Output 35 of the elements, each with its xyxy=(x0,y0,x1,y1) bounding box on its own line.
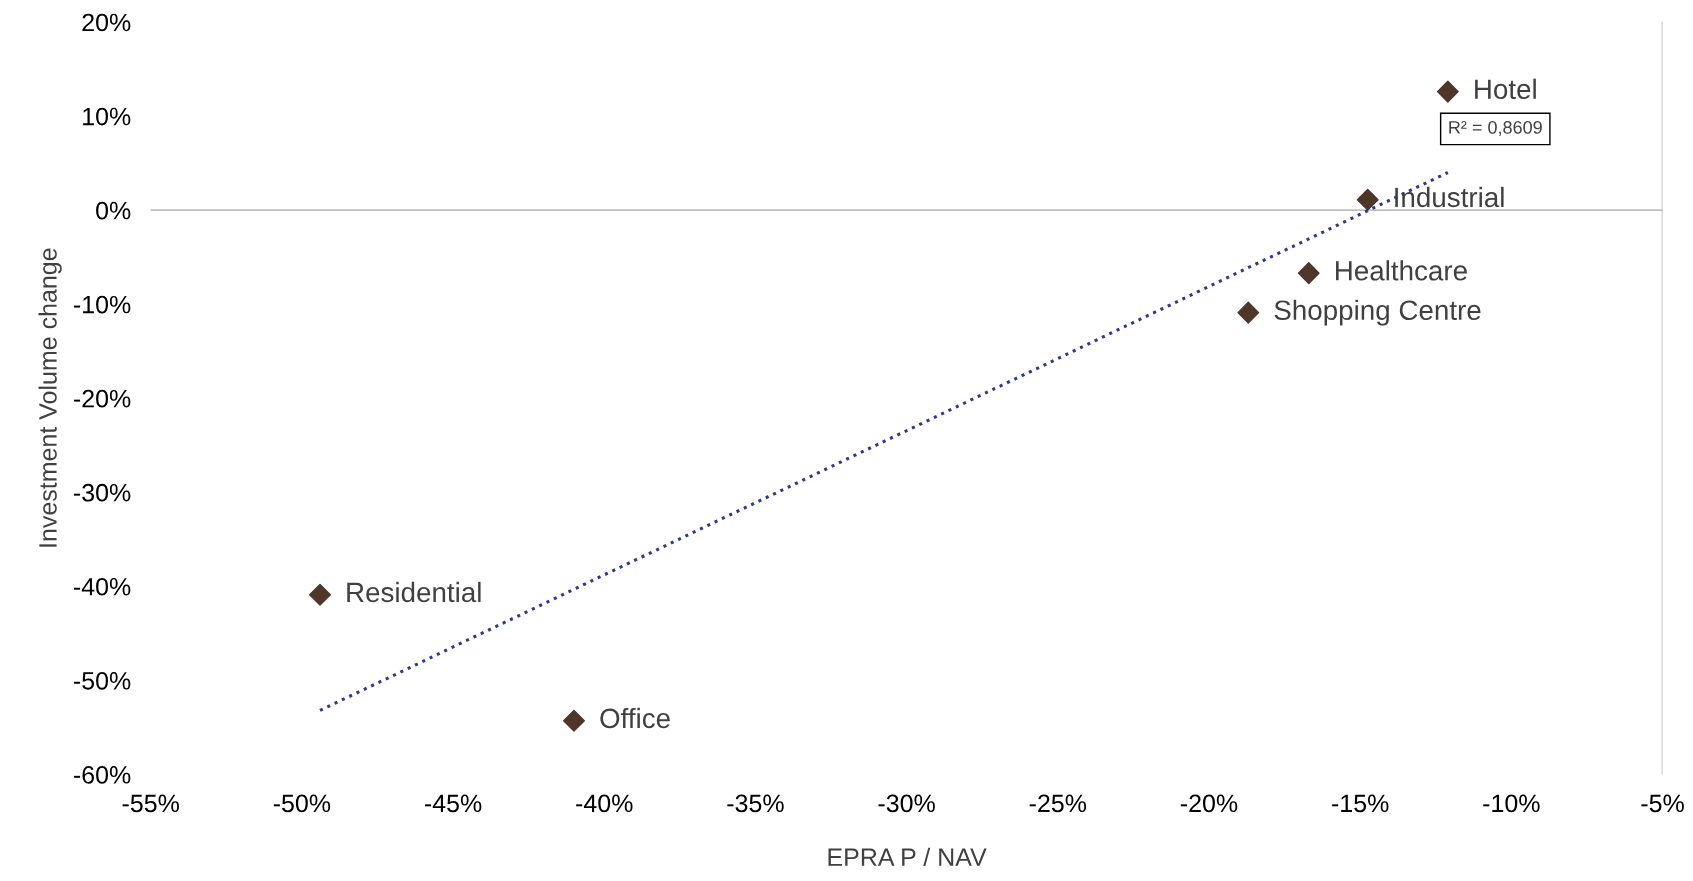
annotation: Residential xyxy=(347,581,481,603)
point xyxy=(1297,262,1320,285)
annotation: Industrial xyxy=(1395,186,1504,208)
annotation: Healthcare xyxy=(1336,260,1467,281)
annotation: Shopping Centre xyxy=(1274,299,1481,326)
y-axis-title: Investment Volume change xyxy=(38,248,62,547)
x-tick-label: -30% xyxy=(878,794,935,813)
x-tick-label: -40% xyxy=(576,794,633,813)
y-tick-label: 20% xyxy=(82,13,131,32)
point xyxy=(1356,188,1379,211)
y-tick-label: -30% xyxy=(73,483,131,502)
x-tick-label: -50% xyxy=(273,794,331,813)
annotation: Office xyxy=(600,707,670,729)
x-tick-label: -45% xyxy=(424,794,482,813)
y-tick-label: -50% xyxy=(73,671,131,690)
y-tick-label: 0% xyxy=(96,201,131,220)
y-tick-label: -60% xyxy=(73,766,131,784)
y-tick-label: -40% xyxy=(73,577,131,596)
point xyxy=(562,709,585,732)
point xyxy=(1436,80,1459,103)
y-tick-label: -10% xyxy=(73,295,131,314)
x-tick-label: -55% xyxy=(122,794,179,813)
y-tick-label: 10% xyxy=(83,107,131,126)
x-axis-title: EPRA P / NAV xyxy=(828,847,987,867)
point xyxy=(309,583,331,606)
x-tick-label: -20% xyxy=(1180,794,1238,813)
x-tick-label: -35% xyxy=(727,794,784,813)
x-tick-label: -5% xyxy=(1641,794,1684,813)
point xyxy=(1237,301,1260,324)
annotation: R² = 0,8609 xyxy=(1449,121,1542,136)
annotation: Hotel xyxy=(1475,78,1536,100)
x-tick-label: -10% xyxy=(1483,794,1540,813)
x-tick-label: -25% xyxy=(1029,794,1087,813)
y-tick-label: -20% xyxy=(73,389,131,408)
x-tick-label: -15% xyxy=(1332,794,1389,813)
